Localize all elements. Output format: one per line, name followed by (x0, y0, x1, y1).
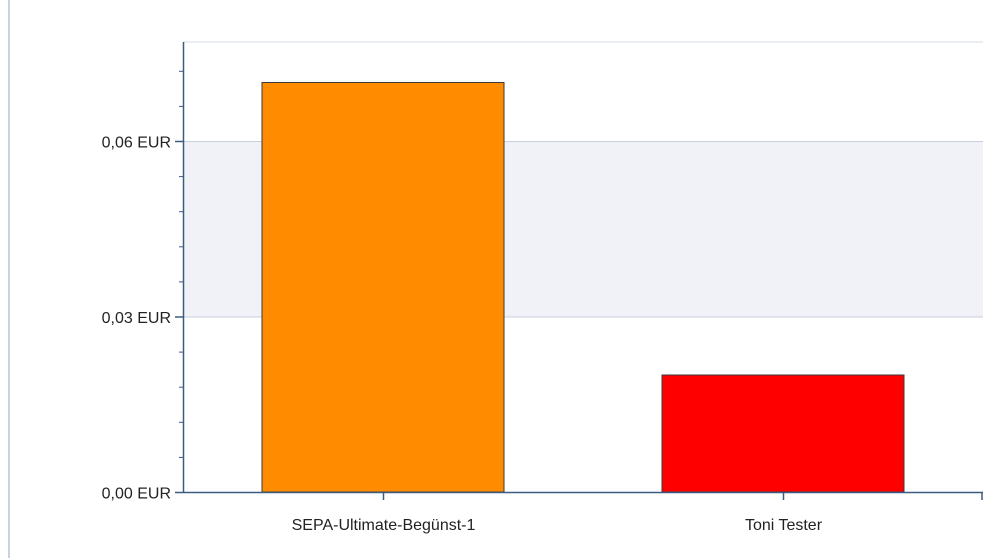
panel-left-border (8, 0, 10, 558)
y-tick-labels: 0,00 EUR 0,03 EUR 0,06 EUR (102, 135, 171, 503)
y-tick-label: 0,03 EUR (102, 310, 171, 327)
x-tick-label: SEPA-Ultimate-Begünst-1 (292, 517, 476, 534)
x-tick-labels: SEPA-Ultimate-Begünst-1 Toni Tester (292, 517, 823, 534)
bars (261, 82, 905, 493)
y-tick-label: 0,00 EUR (102, 486, 171, 503)
bar-0 (261, 82, 505, 493)
axes (175, 42, 983, 500)
y-tick-label: 0,06 EUR (102, 135, 171, 152)
y-minor-ticks (179, 70, 183, 458)
x-tick-label: Toni Tester (745, 517, 823, 534)
bar-1 (661, 374, 905, 493)
